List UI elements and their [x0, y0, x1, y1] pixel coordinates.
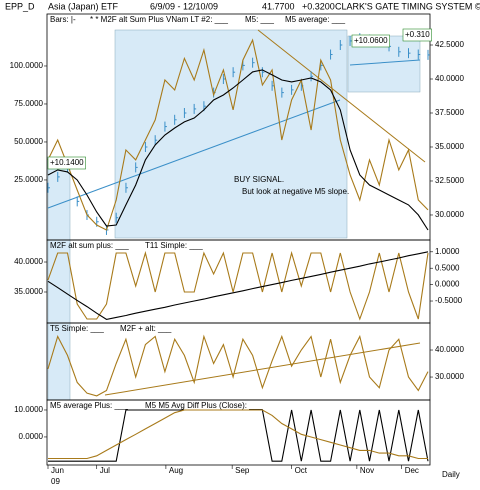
trend-line	[257, 29, 426, 163]
trend-line	[349, 59, 421, 66]
annotation-box	[47, 156, 86, 170]
y-tick-label: -0.5000	[435, 296, 463, 305]
y-tick-label: 35.0000	[14, 287, 43, 296]
panel-frame	[46, 399, 431, 466]
indicator-label: M5 average Plus: ___	[50, 401, 128, 410]
x-tick-label: Nov	[360, 466, 374, 475]
year-label: 09	[51, 477, 60, 486]
indicator-label: M5 average: ___	[285, 15, 346, 24]
y-tick-label: 0.0000	[435, 280, 460, 289]
indicator-label: M2F alt sum plus: ___	[50, 241, 129, 250]
y-tick-label: 100.0000	[10, 61, 44, 70]
annotation-box	[402, 28, 433, 42]
y-tick-label: 37.5000	[435, 108, 464, 117]
annotation-box	[351, 34, 390, 48]
x-tick-label: Aug	[169, 466, 183, 475]
series-line	[48, 409, 429, 462]
price-change: +0.3200	[302, 1, 335, 11]
y-tick-label: 75.0000	[14, 99, 43, 108]
annotation: +10.0600	[354, 36, 388, 45]
y-tick-label: 1.0000	[435, 247, 460, 256]
x-tick-label: Sep	[235, 466, 250, 475]
y-tick-label: 0.0000	[19, 432, 44, 441]
indicator-label: Bars: |-	[50, 15, 76, 24]
x-tick-label: Jun	[51, 466, 64, 475]
y-tick-label: 42.5000	[435, 40, 464, 49]
annotation: But look at negative M5 slope.	[242, 187, 349, 196]
system-name: CLARK'S GATE TIMING SYSTEM ©	[335, 1, 480, 11]
last-price: 41.7700	[262, 1, 295, 11]
x-tick-label: Oct	[295, 466, 308, 475]
series-line	[47, 251, 429, 320]
signal-zone	[114, 29, 348, 239]
indicator-label: T11 Simple: ___	[145, 241, 203, 250]
annotation: +0.310	[405, 30, 430, 39]
indicator-label: * * M2F alt Sum Plus VNam LT #2: ___	[90, 15, 229, 24]
indicator-label: M5 M5 Avg Diff Plus (Close): ___	[145, 401, 263, 410]
y-tick-label: 30.0000	[435, 210, 464, 219]
x-tick-label: Dec	[405, 466, 419, 475]
series-line	[47, 334, 429, 397]
y-tick-label: 0.5000	[435, 263, 460, 272]
indicator-label: M5: ___	[245, 15, 274, 24]
y-tick-label: 40.0000	[435, 74, 464, 83]
signal-zone	[47, 157, 71, 401]
y-tick-label: 10.0000	[14, 405, 43, 414]
y-tick-label: 35.0000	[435, 142, 464, 151]
x-tick-label: Jul	[100, 466, 110, 475]
panel-frame	[46, 322, 431, 401]
series-line	[47, 250, 429, 321]
indicator-label: T5 Simple: ___	[50, 324, 104, 333]
indicator-label: M2F + alt: ___	[120, 324, 172, 333]
y-tick-label: 32.5000	[435, 176, 464, 185]
y-tick-label: 40.0000	[14, 257, 43, 266]
trend-line	[104, 342, 421, 396]
x-axis-label: Daily	[442, 470, 460, 479]
annotation: BUY SIGNAL.	[234, 175, 284, 184]
y-tick-label: 50.0000	[14, 137, 43, 146]
date-range: 6/9/09 - 12/10/09	[150, 1, 218, 11]
series-line	[47, 69, 429, 231]
y-tick-label: 40.0000	[435, 345, 464, 354]
series-line	[48, 409, 428, 460]
symbol: EPP_D	[5, 1, 35, 11]
y-tick-label: 25.0000	[14, 175, 43, 184]
annotation: +10.1400	[50, 158, 84, 167]
trend-line	[47, 99, 341, 209]
y-tick-label: 30.0000	[435, 372, 464, 381]
instrument-name: Asia (Japan) ETF	[48, 1, 119, 11]
